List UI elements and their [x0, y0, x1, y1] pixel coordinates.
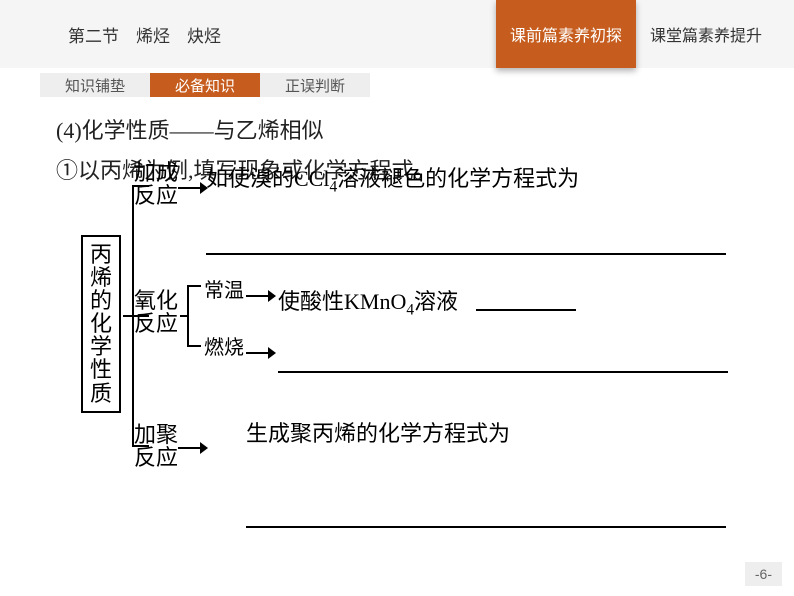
poly-desc: 生成聚丙烯的化学方程式为	[246, 416, 510, 448]
oxidation-label: 氧化 反应	[134, 289, 178, 335]
combustion-label: 燃烧	[204, 331, 244, 360]
addition-blank	[206, 253, 726, 255]
page-number: -6-	[745, 562, 782, 586]
addition-desc: 如使溴的CCl4溶液褪色的化学方程式为	[206, 161, 579, 196]
subtab-essential[interactable]: 必备知识	[150, 73, 260, 97]
addition-label: 加成 反应	[134, 161, 178, 207]
room-temp-label: 常温	[204, 274, 244, 303]
oxidation-bracket	[178, 281, 203, 351]
header-bar: 第二节 烯烃 炔烃 课前篇素养初探 课堂篇素养提升	[0, 0, 794, 68]
content-line-1: (4)化学性质——与乙烯相似	[56, 113, 744, 145]
main-category-box: 丙 烯 的 化 学 性 质	[81, 235, 121, 413]
sub-tabs: 知识铺垫 必备知识 正误判断	[40, 73, 794, 97]
subtab-judgment[interactable]: 正误判断	[260, 73, 370, 97]
poly-arrow	[178, 438, 208, 458]
subtab-knowledge-prep[interactable]: 知识铺垫	[40, 73, 150, 97]
polymerization-label: 加聚 反应	[134, 423, 178, 469]
kmno4-desc: 使酸性KMnO4溶液	[278, 284, 458, 319]
kmno4-blank	[476, 309, 576, 311]
section-title: 第二节 烯烃 炔烃	[68, 22, 221, 47]
combustion-blank	[278, 371, 728, 373]
reaction-diagram: 丙 烯 的 化 学 性 质 加成 反应 如使溴的CCl4溶液褪色的化学方程式为 …	[56, 161, 756, 591]
content-area: (4)化学性质——与乙烯相似 ①以丙烯为例,填写现象或化学方程式。 丙 烯 的 …	[0, 97, 794, 185]
roomtemp-arrow	[246, 286, 276, 306]
combustion-arrow	[246, 343, 276, 363]
tab-classroom[interactable]: 课堂篇素养提升	[636, 0, 776, 68]
addition-arrow	[178, 178, 208, 198]
poly-blank	[246, 526, 726, 528]
tab-preview[interactable]: 课前篇素养初探	[496, 0, 636, 68]
header-tabs: 课前篇素养初探 课堂篇素养提升	[496, 0, 776, 68]
